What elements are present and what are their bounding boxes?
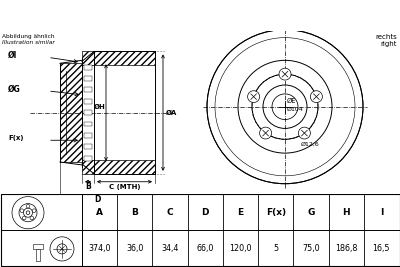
Text: B: B xyxy=(85,182,91,191)
Circle shape xyxy=(279,68,291,80)
Circle shape xyxy=(260,127,272,139)
Bar xyxy=(84,110,92,115)
Bar xyxy=(84,133,92,138)
Text: A: A xyxy=(96,208,103,217)
Text: C: C xyxy=(167,208,173,217)
Circle shape xyxy=(19,204,37,222)
Circle shape xyxy=(310,91,322,103)
Text: Ø104: Ø104 xyxy=(287,107,304,112)
Circle shape xyxy=(50,237,74,261)
Text: F(x): F(x) xyxy=(266,208,286,217)
Text: ØE: ØE xyxy=(287,98,296,104)
Bar xyxy=(84,65,92,70)
Text: F(x): F(x) xyxy=(8,135,24,141)
Text: E: E xyxy=(238,208,244,217)
Bar xyxy=(84,76,92,81)
Bar xyxy=(60,63,82,162)
Bar xyxy=(33,244,43,249)
Text: D: D xyxy=(94,195,101,205)
Circle shape xyxy=(26,204,30,208)
Bar xyxy=(82,52,155,65)
Circle shape xyxy=(298,127,310,139)
Text: 186,8: 186,8 xyxy=(335,244,357,253)
Text: 120,0: 120,0 xyxy=(229,244,252,253)
Text: 5: 5 xyxy=(273,244,278,253)
Text: Abbildung ähnlich: Abbildung ähnlich xyxy=(2,34,54,39)
Text: right: right xyxy=(380,41,397,46)
Text: rechts: rechts xyxy=(375,34,397,40)
Text: Illustration similar: Illustration similar xyxy=(2,40,55,45)
Bar xyxy=(84,144,92,149)
Text: ate: ate xyxy=(239,97,311,140)
Text: C (MTH): C (MTH) xyxy=(109,184,140,190)
Bar xyxy=(36,249,40,261)
Text: 36,0: 36,0 xyxy=(126,244,144,253)
Bar xyxy=(84,99,92,104)
Text: 24.0136-0118.2    436118: 24.0136-0118.2 436118 xyxy=(100,8,300,22)
Text: H: H xyxy=(342,208,350,217)
Text: Ø12,6: Ø12,6 xyxy=(301,142,320,147)
Circle shape xyxy=(12,197,44,229)
Circle shape xyxy=(32,209,36,213)
Circle shape xyxy=(24,208,32,217)
Text: ØI: ØI xyxy=(8,51,17,60)
Circle shape xyxy=(248,91,260,103)
Bar xyxy=(82,160,155,174)
Text: ØH: ØH xyxy=(94,104,106,110)
Text: 374,0: 374,0 xyxy=(88,244,111,253)
Circle shape xyxy=(26,211,30,214)
Text: ØA: ØA xyxy=(166,110,177,116)
Circle shape xyxy=(22,216,26,220)
Bar xyxy=(84,156,92,160)
Circle shape xyxy=(20,209,24,213)
Text: 75,0: 75,0 xyxy=(302,244,320,253)
Text: B: B xyxy=(131,208,138,217)
Text: G: G xyxy=(307,208,315,217)
Text: ØG: ØG xyxy=(8,84,21,93)
Text: 16,5: 16,5 xyxy=(373,244,390,253)
Text: D: D xyxy=(202,208,209,217)
Circle shape xyxy=(30,216,34,220)
Circle shape xyxy=(207,30,363,184)
Text: 66,0: 66,0 xyxy=(196,244,214,253)
Text: I: I xyxy=(380,208,383,217)
Circle shape xyxy=(57,244,67,254)
Text: 34,4: 34,4 xyxy=(161,244,179,253)
Bar xyxy=(84,88,92,92)
Bar xyxy=(84,121,92,127)
